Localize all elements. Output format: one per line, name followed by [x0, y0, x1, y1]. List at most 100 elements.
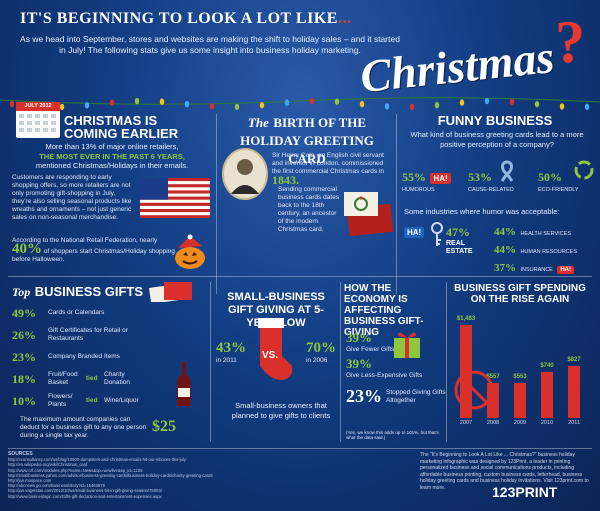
divider: [396, 114, 397, 294]
gift-row: 26% Gift Certificates for Retail or Resta…: [12, 327, 128, 342]
spending-bar: [541, 371, 553, 418]
birth-title: The BIRTH OF THE HOLIDAY GREETING CARD: [240, 115, 374, 166]
spending-bar: [568, 366, 580, 418]
light-bulb: [409, 103, 415, 110]
perception-stats: 55% HA! HUMOROUS 53% CAUSE-RELATED 50% E…: [400, 160, 596, 194]
spending-bar: [460, 325, 472, 418]
spending-bar: [514, 383, 526, 418]
wine-bottle-icon: [177, 362, 191, 406]
christmas-stocking-icon: [258, 318, 293, 380]
small-biz-title: SMALL-BUSINESS GIFT GIVING AT 5-YEAR LOW: [227, 291, 325, 329]
tax-deduction-text: The maximum amount companies can deduct …: [20, 416, 147, 439]
credit-text: The "It's Beginning to Look A Lot Like .…: [420, 452, 589, 491]
source-link[interactable]: http://abcnews.go.com/Business/story?id=…: [8, 483, 105, 489]
small-biz-2011: 43% in 2011: [216, 340, 246, 364]
divider: [340, 282, 341, 442]
calendar-label: JULY 2012: [16, 102, 60, 111]
light-bulb: [534, 100, 540, 108]
recycle-icon: [574, 160, 594, 180]
bar-year-label: 2010: [540, 420, 554, 426]
vs-label: VS.: [262, 350, 279, 361]
stat-humorous: 55% HA! HUMOROUS: [402, 168, 451, 194]
source-link[interactable]: http://www.busineslogic.com/Gifts-gift-d…: [8, 493, 162, 499]
light-bulb: [309, 97, 315, 105]
economy-row: 39% Give Less-Expensive Gifts: [346, 356, 423, 379]
light-bulb: [509, 98, 515, 105]
bar-value-label: $553: [513, 374, 527, 381]
economy-title: HOW THE ECONOMY IS AFFECTING BUSINESS GI…: [344, 283, 424, 338]
jack-o-lantern-santa-hat-icon: [175, 234, 205, 269]
stat-cause-related: 53% CAUSE-RELATED: [468, 170, 514, 193]
123print-logo[interactable]: 123PRINT: [492, 484, 558, 500]
gift-row: 23% Company Branded Items: [12, 349, 120, 364]
stat-eco-friendly: 50% ECO-FRIENDLY: [538, 170, 579, 193]
light-bulb: [209, 103, 215, 110]
american-flag-icon: [140, 178, 210, 218]
industry-list: 44% HEALTH SERVICES 44% HUMAN RESOURCES …: [494, 222, 594, 276]
henry-cole-portrait: [222, 148, 268, 200]
no-symbol-icon: [454, 370, 494, 410]
industries-intro: Some industries where humor was acceptab…: [404, 207, 560, 216]
source-link[interactable]: http://www.nrf.com/modules.php?name=News…: [8, 467, 143, 473]
source-link[interactable]: http://smallbusiness.yahoo.com/advisor/b…: [8, 472, 213, 478]
earlier-paragraph: Customers are responding to early shoppi…: [12, 174, 132, 221]
earlier-stat: More than 13% of major online retailers,…: [35, 142, 189, 170]
calendar-icon: JULY 2012: [16, 102, 60, 138]
bar-year-label: 2007: [459, 420, 473, 426]
bar-value-label: $557: [486, 374, 500, 381]
light-bulb: [59, 103, 65, 110]
divider: [210, 282, 211, 442]
light-bulb: [284, 99, 290, 106]
light-bulb: [184, 100, 190, 108]
funny-title: FUNNY BUSINESS: [437, 113, 553, 128]
industry-row: 44% HEALTH SERVICES: [494, 226, 571, 238]
gift-list: 49% Cards or Calendars 26% Gift Certificat…: [12, 302, 212, 412]
bar-value-label: $1,483: [456, 316, 476, 323]
chart-plot-area: $1,483 2007 $557 2008 $553 2009 $740 2010 $827 20…: [452, 308, 592, 428]
light-bulb: [584, 103, 590, 110]
light-bulb: [134, 97, 140, 105]
light-bulb: [109, 99, 115, 106]
light-bulb: [384, 103, 390, 110]
gift-cards-icon: [149, 282, 192, 302]
light-bulb: [84, 102, 90, 109]
intro-text: As we head into September, stores and we…: [20, 34, 400, 55]
industry-row: 44% HUMAN RESOURCES: [494, 244, 577, 256]
divider: [8, 448, 592, 449]
economy-note: (Yes, we know this adds up to 101%, but …: [346, 430, 439, 440]
greeting-card-image: [344, 192, 394, 236]
top-gifts-title: Top BUSINESS GIFTS: [12, 284, 144, 299]
source-link[interactable]: http://econsultancy.com/us/blog/10500-du…: [8, 457, 186, 463]
gift-row-tied: 10% Flowers/ Plants tied Wine/Liquor: [12, 393, 139, 408]
sending-cards-text: Sending commercial business cards dates …: [278, 186, 340, 233]
bar-year-label: 2011: [568, 420, 580, 426]
sources-block: SOURCES http://econsultancy.com/us/blog/…: [8, 451, 428, 499]
gift-row-tied: 18% Fruit/Food Basket tied Charity Donation: [12, 371, 131, 386]
divider: [216, 114, 217, 294]
bar-value-label: $827: [567, 357, 581, 364]
stat-real-estate: 47% REAL ESTATE: [446, 225, 473, 255]
source-link[interactable]: http://jan.mospace.com: [8, 478, 52, 484]
economy-row-stopped: 23% Stopped Giving Gifts Altogether: [346, 386, 446, 406]
gift-box-icon: [394, 332, 420, 358]
economy-rows: 39% Give Fewer Gifts 39% Give Less-Expensi…: [346, 330, 442, 382]
source-link[interactable]: http://en.wikipedia.org/wiki/Christmas_c…: [8, 462, 88, 468]
earlier-title: CHRISTMAS IS COMING EARLIER: [64, 113, 179, 141]
awareness-ribbon-icon: [500, 160, 514, 182]
main-title: IT'S BEGINNING TO LOOK A LOT LIKE...: [20, 10, 352, 27]
industry-row: 37% INSURANCE HA!: [494, 258, 594, 276]
light-bulb: [459, 99, 465, 106]
light-bulb: [9, 100, 15, 108]
light-bulb: [434, 101, 440, 109]
light-bulb: [159, 98, 165, 105]
divider: [446, 282, 447, 442]
question-mark: ?: [555, 9, 585, 75]
henry-cole-bio: Sir Henry Cole, an English civil servant…: [272, 152, 384, 187]
bar-value-label: $740: [540, 362, 554, 369]
light-bulb: [559, 103, 565, 110]
spending-chart: $1,483 2007 $557 2008 $553 2009 $740 2010 $827 20…: [452, 308, 592, 438]
small-biz-2006: 70% in 2006: [306, 340, 336, 364]
ha-badge: HA!: [404, 222, 425, 240]
source-link[interactable]: http://jan.vagetstan.com/2012/10/us/smal…: [8, 488, 162, 494]
